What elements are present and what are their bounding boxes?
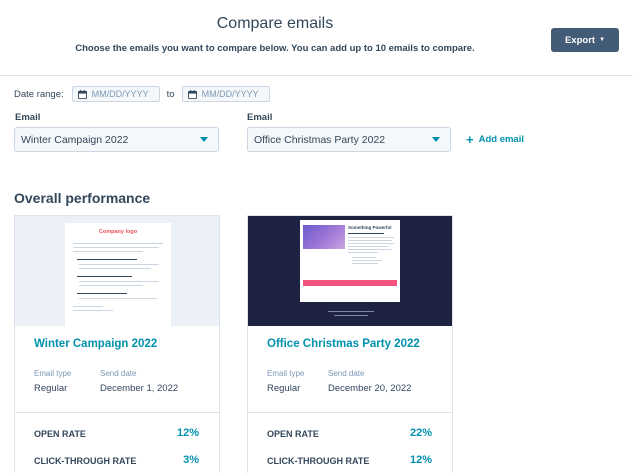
caret-down-icon: ▼: [599, 37, 606, 43]
preview-text-line: [73, 251, 143, 252]
click-through-rate-value: 3%: [183, 454, 199, 466]
page-title: Compare emails: [216, 15, 334, 32]
email-preview-page: Something Powerful: [300, 220, 400, 302]
preview-text-line: [79, 264, 159, 265]
preview-text-line: [79, 285, 143, 286]
email-preview-page: Company logo: [65, 223, 171, 326]
preview-text-line: [348, 249, 392, 250]
send-date-label: Send date: [100, 369, 137, 378]
email-card-title[interactable]: Winter Campaign 2022: [34, 338, 158, 350]
email-1-select[interactable]: Winter Campaign 2022: [14, 127, 219, 152]
preview-text-line: [352, 260, 382, 261]
email-2-value: Office Christmas Party 2022: [254, 133, 386, 146]
preview-text-line: [348, 246, 388, 247]
export-button[interactable]: Export ▼: [551, 28, 619, 52]
open-rate-value: 12%: [176, 427, 199, 439]
calendar-icon: [77, 89, 87, 99]
open-rate-label: OPEN RATE: [267, 429, 319, 439]
preview-text-line: [348, 237, 394, 238]
open-rate-value: 22%: [409, 427, 432, 439]
preview-text-line: [348, 233, 384, 234]
divider: [248, 412, 452, 413]
calendar-icon: [187, 89, 197, 99]
email-type-label: Email type: [34, 369, 72, 378]
open-rate-label: OPEN RATE: [34, 429, 86, 439]
preview-logo-text: Company logo: [98, 229, 138, 235]
date-range: Date range: MM/DD/YYYY to MM/DD/YYYY: [14, 86, 270, 102]
email-1-label: Email: [15, 112, 41, 123]
preview-text-line: [352, 257, 376, 258]
send-date-label: Send date: [328, 369, 365, 378]
email-card-office-christmas-party: Something Powerful Office Christmas Part…: [247, 215, 453, 473]
preview-text-line: [79, 268, 151, 269]
date-range-label: Date range:: [14, 88, 64, 100]
section-title: Overall performance: [14, 190, 151, 206]
email-type-value: Regular: [34, 383, 68, 394]
preview-text-line: [73, 243, 163, 244]
preview-footer-line: [334, 315, 368, 316]
click-through-rate-label: CLICK-THROUGH RATE: [34, 456, 137, 466]
preview-text-line: [73, 306, 103, 307]
preview-text-line: [77, 293, 127, 294]
preview-text-line: [352, 263, 378, 264]
preview-text-line: [73, 310, 113, 311]
export-button-label: Export: [564, 34, 596, 46]
email-type-value: Regular: [267, 383, 301, 394]
divider: [15, 412, 219, 413]
plus-icon: +: [466, 132, 474, 147]
send-date-value: December 20, 2022: [328, 383, 412, 394]
start-date-placeholder: MM/DD/YYYY: [91, 89, 149, 99]
email-2-select[interactable]: Office Christmas Party 2022: [247, 127, 451, 152]
preview-text-line: [77, 259, 137, 260]
click-through-rate-label: CLICK-THROUGH RATE: [267, 456, 370, 466]
caret-down-icon: [432, 137, 440, 142]
preview-hero-image: [303, 225, 345, 249]
email-type-label: Email type: [267, 369, 305, 378]
preview-text-line: [348, 240, 392, 241]
start-date-input[interactable]: MM/DD/YYYY: [71, 86, 160, 102]
send-date-value: December 1, 2022: [100, 383, 179, 394]
preview-heading-text: Something Powerful: [348, 225, 392, 230]
email-2-label: Email: [247, 112, 273, 123]
page-subtitle: Choose the emails you want to compare be…: [75, 43, 475, 54]
preview-cta-button: [303, 280, 397, 286]
preview-text-line: [79, 298, 157, 299]
caret-down-icon: [200, 137, 208, 142]
email-preview-thumbnail[interactable]: Company logo: [15, 216, 219, 326]
email-1-value: Winter Campaign 2022: [21, 133, 129, 146]
end-date-placeholder: MM/DD/YYYY: [201, 89, 259, 99]
end-date-input[interactable]: MM/DD/YYYY: [181, 86, 270, 102]
preview-text-line: [348, 243, 394, 244]
email-card-winter-campaign: Company logo Winter Campaign 2022 Email …: [14, 215, 220, 473]
email-preview-thumbnail[interactable]: Something Powerful: [248, 216, 452, 326]
click-through-rate-value: 12%: [409, 454, 432, 466]
preview-text-line: [348, 252, 378, 253]
date-range-separator: to: [166, 88, 175, 100]
preview-footer-line: [328, 311, 374, 312]
preview-text-line: [79, 281, 159, 282]
add-email-label: Add email: [478, 134, 524, 145]
add-email-button[interactable]: + Add email: [466, 132, 524, 147]
email-card-title[interactable]: Office Christmas Party 2022: [267, 338, 420, 350]
preview-text-line: [73, 247, 159, 248]
preview-text-line: [77, 276, 132, 277]
page-header: Compare emails Choose the emails you wan…: [0, 0, 633, 76]
